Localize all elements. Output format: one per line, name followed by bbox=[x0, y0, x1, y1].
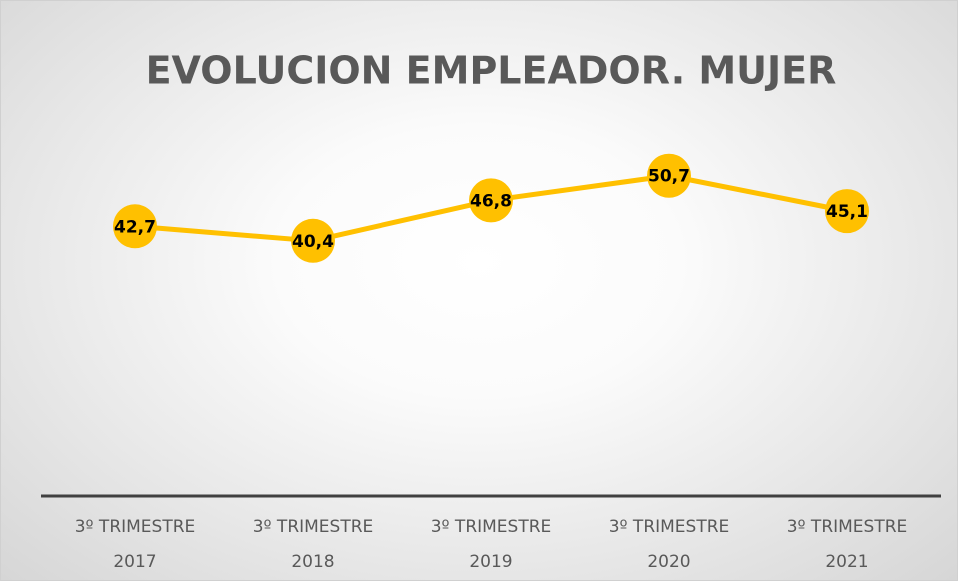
data-label: 40,4 bbox=[292, 232, 334, 252]
x-tick-label: 3º TRIMESTRE 2020 bbox=[608, 517, 730, 572]
x-tick-label: 3º TRIMESTRE 2021 bbox=[786, 517, 908, 572]
x-tick-label: 3º TRIMESTRE 2018 bbox=[252, 517, 374, 572]
marker bbox=[469, 178, 513, 223]
x-tick-label: 3º TRIMESTRE 2017 bbox=[74, 517, 196, 572]
marker bbox=[113, 204, 157, 249]
marker bbox=[291, 218, 335, 263]
data-label: 42,7 bbox=[114, 217, 156, 237]
marker bbox=[647, 153, 691, 198]
chart-title: EVOLUCION EMPLEADOR. MUJER bbox=[146, 49, 837, 93]
data-label: 45,1 bbox=[826, 202, 868, 222]
data-label: 50,7 bbox=[648, 167, 690, 187]
data-label: 46,8 bbox=[470, 191, 512, 211]
x-tick-label: 3º TRIMESTRE 2019 bbox=[430, 517, 552, 572]
marker bbox=[825, 189, 869, 234]
